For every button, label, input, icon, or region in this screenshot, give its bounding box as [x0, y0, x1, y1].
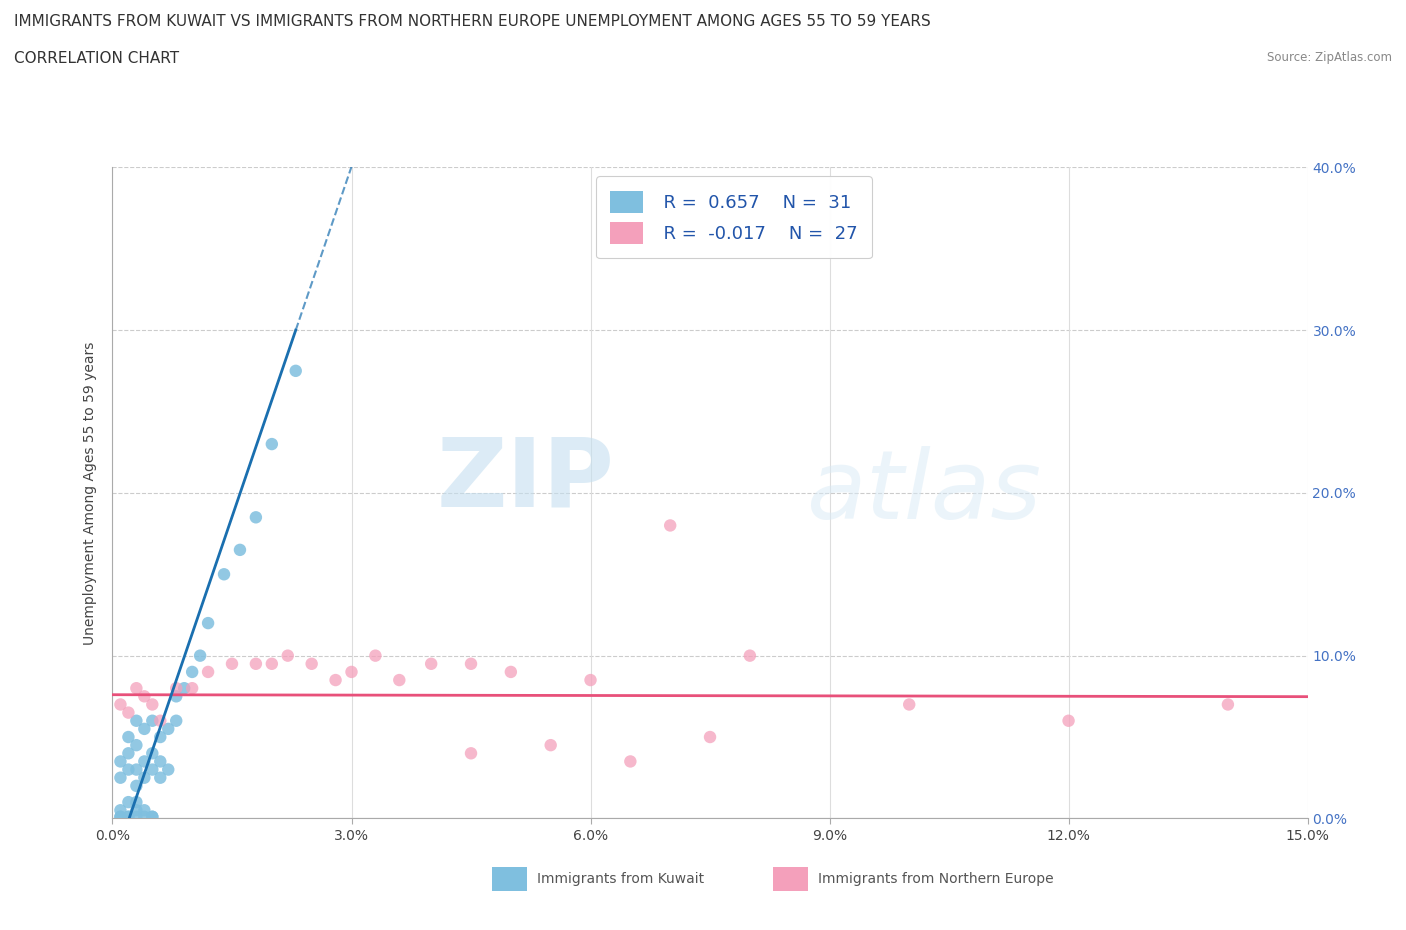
- Point: [125, 778, 148, 793]
- Point: [117, 763, 139, 777]
- Text: IMMIGRANTS FROM KUWAIT VS IMMIGRANTS FROM NORTHERN EUROPE UNEMPLOYMENT AMONG AGE: IMMIGRANTS FROM KUWAIT VS IMMIGRANTS FRO…: [14, 14, 931, 29]
- Point: [212, 567, 235, 582]
- Point: [117, 809, 139, 824]
- Point: [579, 672, 602, 687]
- Point: [260, 437, 283, 452]
- Point: [738, 648, 761, 663]
- Text: Immigrants from Kuwait: Immigrants from Kuwait: [537, 871, 704, 886]
- Point: [125, 794, 148, 809]
- Point: [499, 665, 522, 680]
- Point: [134, 770, 156, 785]
- Point: [460, 746, 482, 761]
- Point: [157, 763, 180, 777]
- Point: [420, 657, 443, 671]
- Point: [141, 713, 163, 728]
- Point: [117, 746, 139, 761]
- Y-axis label: Unemployment Among Ages 55 to 59 years: Unemployment Among Ages 55 to 59 years: [83, 341, 97, 644]
- Point: [277, 648, 299, 663]
- Point: [125, 737, 148, 752]
- Point: [1057, 713, 1080, 728]
- Point: [125, 763, 148, 777]
- Point: [165, 681, 187, 696]
- Point: [110, 809, 132, 824]
- Point: [659, 518, 682, 533]
- Point: [325, 672, 347, 687]
- Point: [125, 681, 148, 696]
- Point: [188, 648, 211, 663]
- Point: [149, 713, 172, 728]
- Point: [197, 616, 219, 631]
- Point: [340, 665, 363, 680]
- Text: ZIP: ZIP: [436, 433, 614, 526]
- Point: [141, 809, 163, 824]
- Point: [619, 754, 641, 769]
- Point: [173, 681, 195, 696]
- Point: [301, 657, 323, 671]
- Point: [134, 689, 156, 704]
- Text: Source: ZipAtlas.com: Source: ZipAtlas.com: [1267, 51, 1392, 64]
- Point: [460, 657, 482, 671]
- Text: Immigrants from Northern Europe: Immigrants from Northern Europe: [818, 871, 1054, 886]
- Point: [117, 809, 139, 824]
- Point: [110, 698, 132, 712]
- Point: [110, 809, 132, 824]
- Bar: [492, 867, 527, 891]
- Bar: [773, 867, 808, 891]
- Point: [260, 657, 283, 671]
- Text: atlas: atlas: [806, 446, 1040, 539]
- Point: [134, 809, 156, 824]
- Point: [125, 803, 148, 817]
- Point: [149, 729, 172, 744]
- Point: [245, 510, 267, 525]
- Point: [221, 657, 243, 671]
- Point: [284, 364, 307, 379]
- Point: [181, 665, 204, 680]
- Text: CORRELATION CHART: CORRELATION CHART: [14, 51, 179, 66]
- Point: [197, 665, 219, 680]
- Point: [364, 648, 387, 663]
- Point: [1216, 698, 1239, 712]
- Point: [245, 657, 267, 671]
- Point: [134, 803, 156, 817]
- Point: [898, 698, 921, 712]
- Point: [117, 705, 139, 720]
- Point: [125, 809, 148, 824]
- Point: [699, 729, 721, 744]
- Point: [134, 722, 156, 737]
- Point: [388, 672, 411, 687]
- Point: [149, 754, 172, 769]
- Point: [181, 681, 204, 696]
- Point: [125, 713, 148, 728]
- Point: [165, 713, 187, 728]
- Point: [117, 729, 139, 744]
- Point: [141, 763, 163, 777]
- Point: [141, 698, 163, 712]
- Point: [540, 737, 562, 752]
- Point: [229, 542, 252, 557]
- Point: [141, 809, 163, 824]
- Point: [134, 754, 156, 769]
- Point: [117, 794, 139, 809]
- Point: [165, 689, 187, 704]
- Point: [110, 754, 132, 769]
- Point: [110, 770, 132, 785]
- Point: [149, 770, 172, 785]
- Point: [157, 722, 180, 737]
- Point: [141, 746, 163, 761]
- Legend:   R =  0.657    N =  31,   R =  -0.017    N =  27: R = 0.657 N = 31, R = -0.017 N = 27: [596, 177, 872, 259]
- Point: [110, 803, 132, 817]
